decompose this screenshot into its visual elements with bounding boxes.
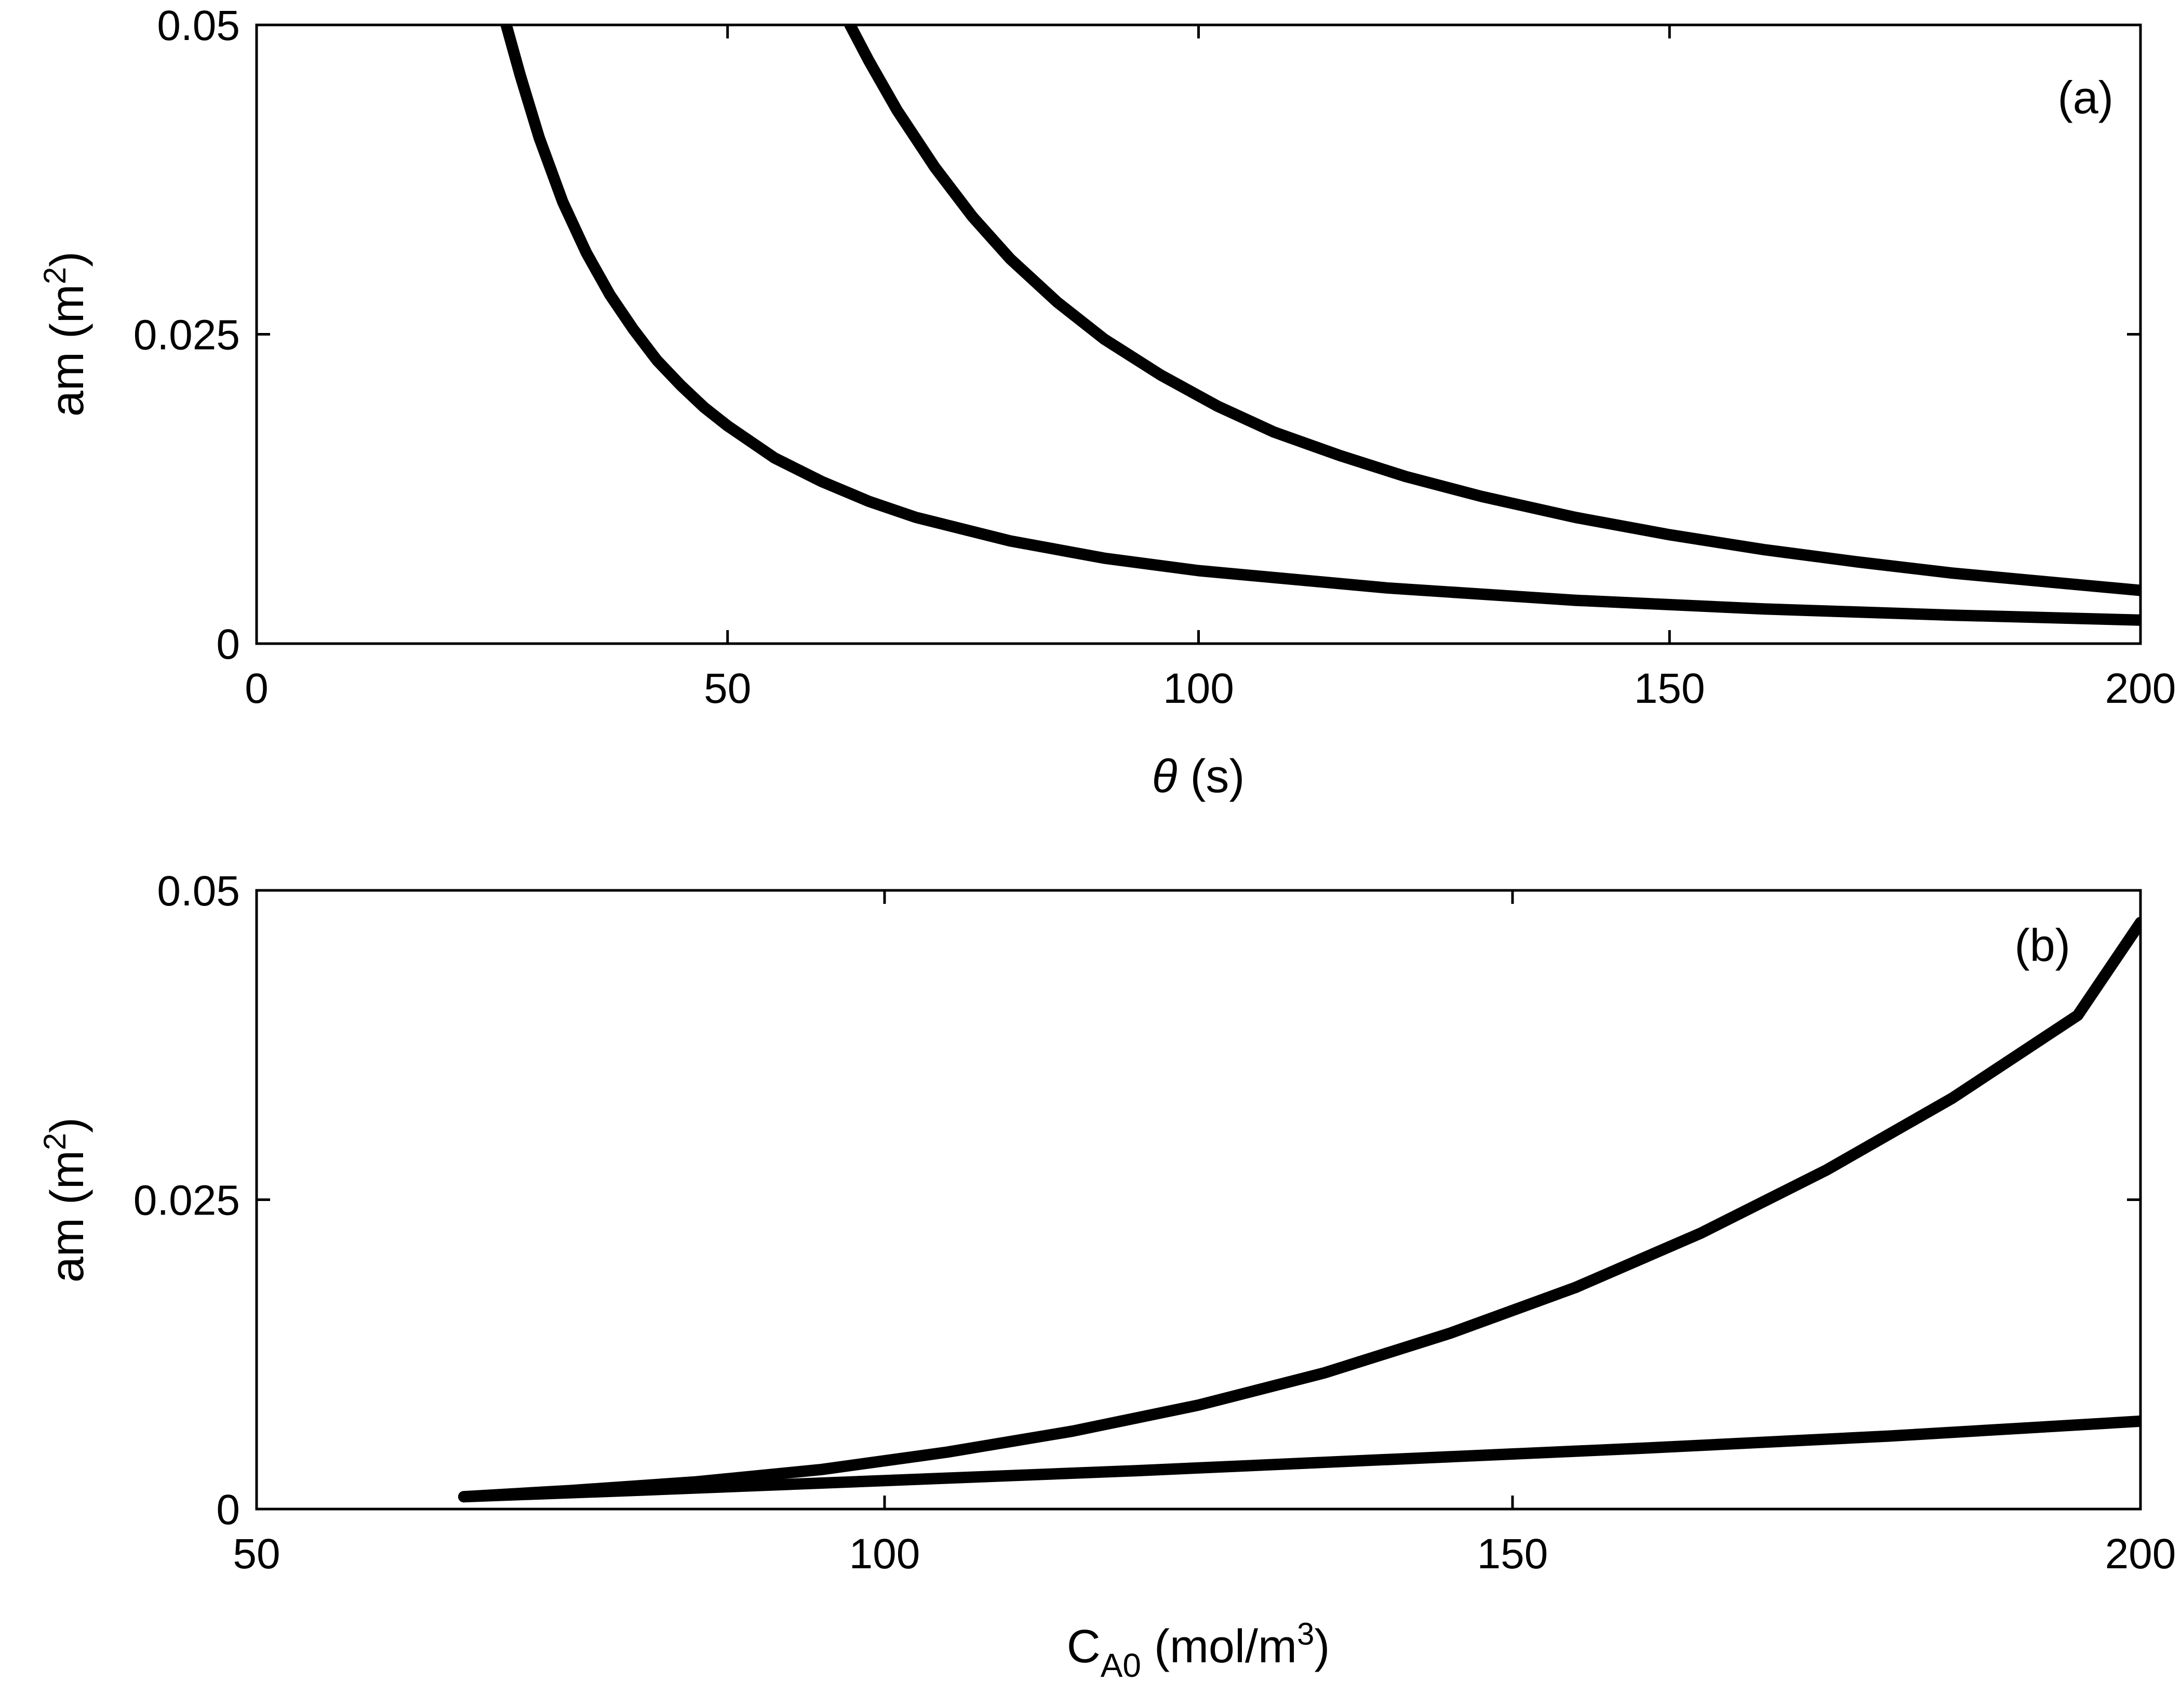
panel-b-ticks: 50 100 150 200 0 0.025 0.05 (133, 868, 2176, 1578)
panel-a-x-tick-label: 50 (704, 665, 751, 712)
panel-a-x-tick-label: 150 (1634, 665, 1705, 712)
panel-a-y-tick-label: 0 (216, 621, 240, 668)
panel-b-y-tick-label: 0.025 (133, 1177, 240, 1224)
panel-b-x-tick-label: 50 (233, 1530, 280, 1578)
panel-b-x-axis-subscript: A0 (1101, 1647, 1141, 1684)
panel-b-y-axis-label: am (m2) (37, 1117, 93, 1283)
panel-b-x-tick-label: 100 (849, 1530, 920, 1578)
panel-b-x-axis-close: ) (1314, 1621, 1330, 1673)
panel-b-y-axis-close: ) (42, 1117, 93, 1133)
panel-a-y-axis-label: am (m2) (37, 251, 93, 417)
panel-a-label: (a) (2057, 72, 2113, 123)
panel-b-y-axis-text: am (m (42, 1150, 93, 1283)
panel-a-ticks: 0 50 100 150 200 0 0.025 0.05 (133, 2, 2176, 712)
panel-b-series-line-2 (458, 1415, 2140, 1503)
panel-b-x-tick-label: 150 (1477, 1530, 1548, 1578)
panel-b: 50 100 150 200 0 0.025 0.05 (b) CA0 (mol/m3) a… (37, 868, 2176, 1684)
panel-a-y-axis-text: am (m (42, 284, 93, 417)
panel-a-y-tick-label: 0.05 (157, 2, 240, 49)
panel-a-x-tick-label: 100 (1163, 665, 1234, 712)
panel-a-y-axis-close: ) (42, 251, 93, 267)
panel-b-series-line-1 (458, 916, 2140, 1503)
panel-a-x-tick-label: 0 (245, 665, 269, 712)
panel-b-x-axis-label: CA0 (mol/m3) (1067, 1617, 1330, 1684)
panel-a-series-line-1 (500, 24, 2140, 626)
panel-b-y-tick-label: 0.05 (157, 868, 240, 915)
panel-b-y-axis-superscript: 2 (37, 1133, 72, 1150)
panel-b-x-axis-superscript: 3 (1297, 1617, 1314, 1651)
panel-b-y-tick-label: 0 (216, 1486, 240, 1533)
panel-a-x-axis-symbol: θ (1152, 751, 1178, 803)
panel-a-x-tick-label: 200 (2105, 665, 2176, 712)
panel-b-series-group (458, 916, 2140, 1503)
panel-a-y-axis-superscript: 2 (37, 267, 72, 284)
panel-a: 0 50 100 150 200 0 0.025 0.05 (a) θ (s) am (m2) (37, 2, 2176, 803)
panel-a-x-axis-label: θ (s) (1152, 751, 1245, 803)
panel-a-x-axis-unit: (s) (1177, 751, 1245, 803)
panel-a-series-group (500, 24, 2140, 626)
panel-b-label: (b) (2014, 919, 2070, 971)
panel-b-x-axis-unit: (mol/m (1141, 1621, 1297, 1673)
panel-a-series-line-2 (844, 24, 2140, 596)
panel-b-x-axis-text: C (1067, 1621, 1101, 1673)
panel-a-y-tick-label: 0.025 (133, 312, 240, 359)
panel-b-x-tick-label: 200 (2105, 1530, 2176, 1578)
